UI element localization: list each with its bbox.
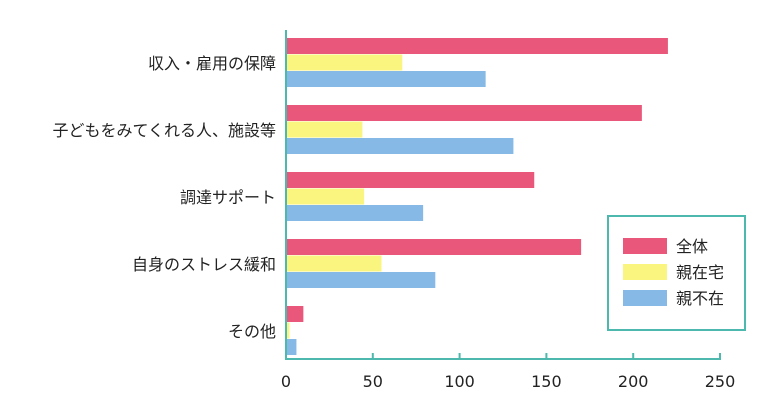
bar-3-1 [286,255,382,272]
category-label-3: 自身のストレス緩和 [132,255,276,274]
bar-0-2 [286,71,486,87]
bar-2-2 [286,205,424,221]
bar-1-2 [286,138,514,154]
bar-1-0 [286,105,642,121]
legend-label-1: 親在宅 [676,263,724,282]
legend-swatch-2 [623,290,667,306]
category-label-0: 収入・雇用の保障 [148,54,276,73]
category-label-4: その他 [228,322,276,341]
bar-3-0 [286,239,582,255]
bar-4-2 [286,339,297,355]
x-tick-label-3: 150 [531,372,562,391]
bar-1-1 [286,121,363,138]
x-tick-label-5: 250 [705,372,736,391]
bar-4-1 [286,322,290,339]
x-tick-label-0: 0 [281,372,291,391]
bar-2-1 [286,188,365,205]
x-tick-label-2: 100 [444,372,475,391]
bar-0-0 [286,38,668,54]
legend-swatch-0 [623,238,667,254]
category-label-2: 調達サポート [180,188,276,207]
x-axis-ticks: 0 50 100 150 200 250 [281,353,735,391]
bar-3-2 [286,272,436,288]
legend-swatch-1 [623,264,667,280]
legend-label-0: 全体 [676,237,708,256]
bars-group [286,38,668,355]
x-tick-label-1: 50 [363,372,383,391]
bar-2-0 [286,172,535,188]
legend-label-2: 親不在 [676,289,724,308]
bar-0-1 [286,54,403,71]
bar-4-0 [286,306,304,322]
category-label-1: 子どもをみてくれる人、施設等 [52,121,276,140]
x-tick-label-4: 200 [618,372,649,391]
